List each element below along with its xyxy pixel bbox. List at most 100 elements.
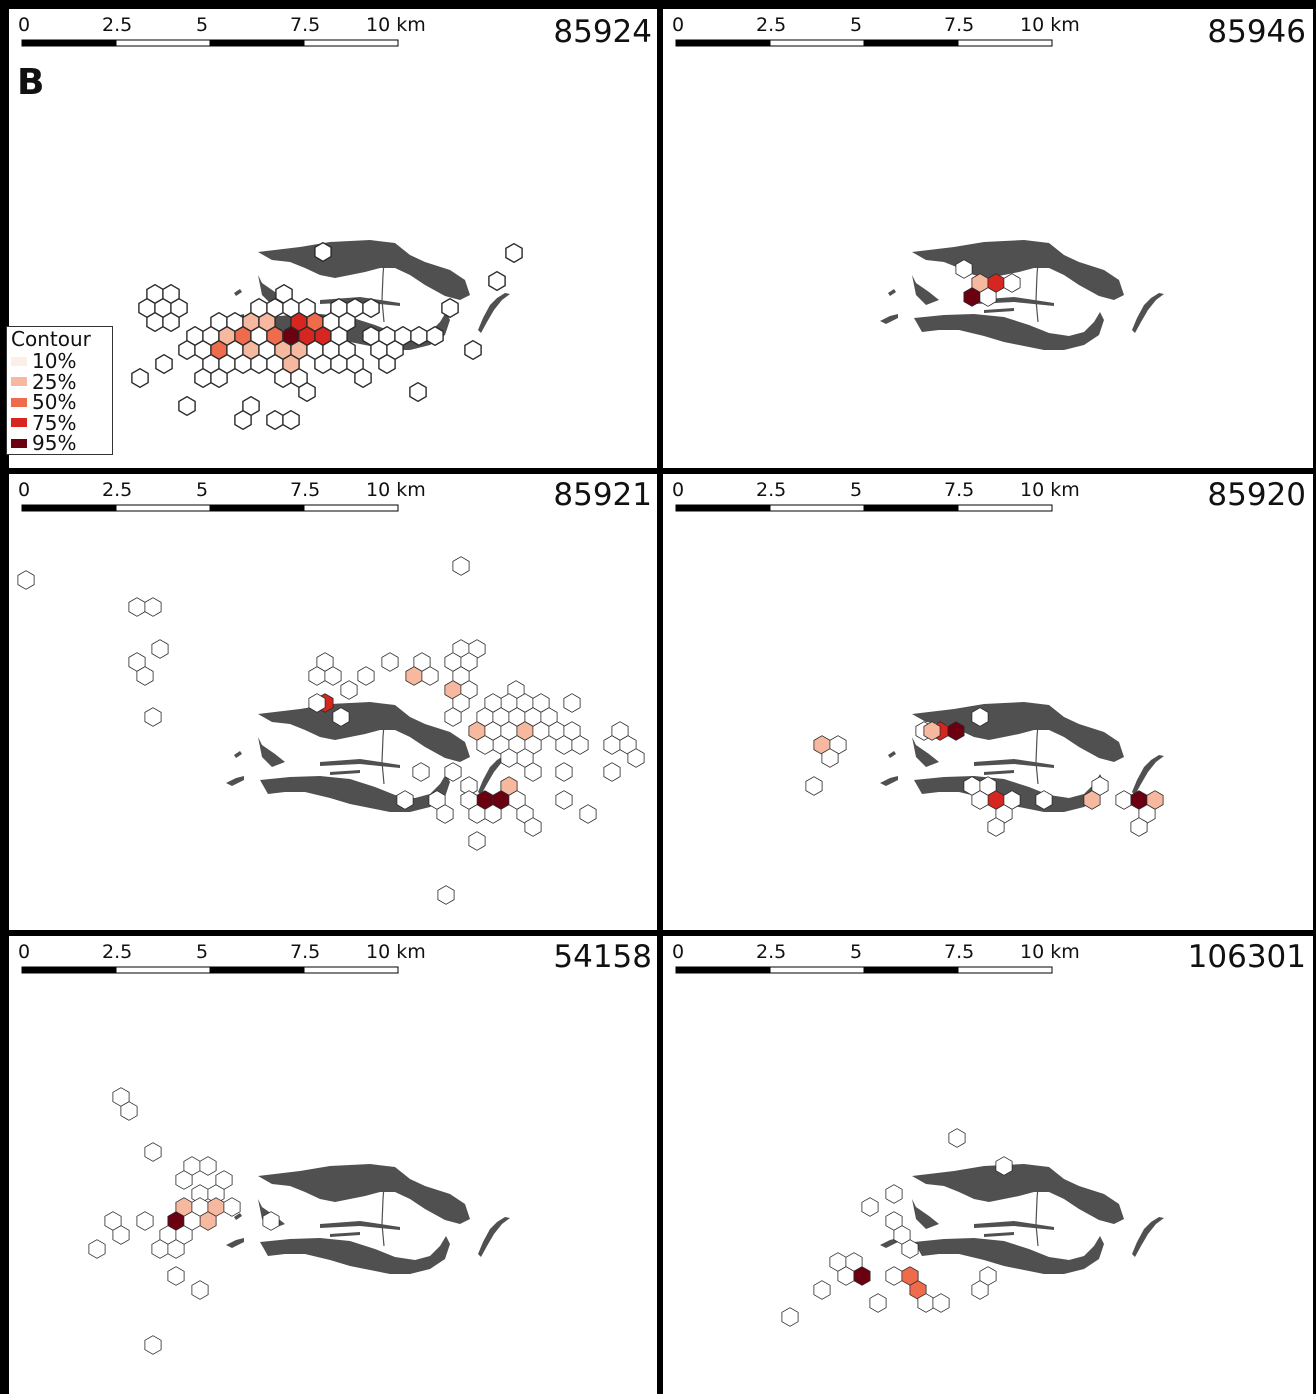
contour-legend: Contour 10% 25% 50% 75% 95% [6,326,113,455]
scale-bar-tick-label: 0 [672,14,685,36]
scale-bar-tick-label: 5 [196,479,209,501]
hex-cell [979,287,997,307]
scale-bar-tick-label: 7.5 [290,941,321,963]
hex-cell [409,381,427,403]
scale-bar-segment [769,966,865,974]
hex-cell [340,680,358,700]
hex-cell [151,1239,169,1259]
road-line [381,249,386,323]
hex-cell [869,1293,887,1313]
hex-cell [234,409,252,431]
legend-title: Contour [11,327,91,351]
hex-cell [357,666,375,686]
scale-bar-segment [303,39,399,47]
land-polygon [330,770,360,775]
legend-swatch-50 [11,397,27,407]
hex-cell [524,817,542,837]
road-line [1035,1173,1040,1247]
land-polygon [984,1232,1014,1237]
hex-cell [162,311,180,333]
hex-cell [120,1101,138,1121]
land-polygon [912,1164,1124,1224]
scale-bar-tick-label: 0 [18,14,31,36]
hex-cell [923,721,941,741]
hex-cell [191,1280,209,1300]
hex-cell [199,1211,217,1231]
hex-cell [805,776,823,796]
legend-item: 25% [11,372,109,393]
land-polygon [258,737,285,767]
hex-cell [223,1197,241,1217]
hex-cell [563,693,581,713]
hex-cell [410,325,428,347]
scale-bar-segment [21,39,117,47]
land-polygon [888,751,896,758]
hex-cell [396,790,414,810]
scale-bar-tick-label: 10 km [366,14,426,36]
hex-cell [234,353,252,375]
hex-cell [437,885,455,905]
land-polygon [258,1164,470,1224]
scale-bar-segment [115,504,211,512]
hex-cell [627,748,645,768]
legend-label: 95% [32,431,77,456]
scale-bar-tick-label: 10 km [1020,14,1080,36]
hex-cell [995,1156,1013,1176]
land-polygon [260,1236,450,1274]
land-polygon [1132,755,1164,795]
scale-bar-segment [209,39,305,47]
land-polygon [888,289,896,296]
legend-item: 10% [11,351,109,372]
hex-cell [144,707,162,727]
hex-cell [426,325,444,347]
hex-cell [955,259,973,279]
scale-bar-tick-label: 0 [18,941,31,963]
hex-cell [298,381,316,403]
scale-bar-tick-label: 5 [850,479,863,501]
scale-bar-tick-label: 10 km [366,479,426,501]
hex-cell [330,353,348,375]
scale-bar-tick-label: 7.5 [290,479,321,501]
hex-cell [1003,273,1021,293]
hex-cell [178,339,196,361]
hex-cell [144,1142,162,1162]
land-polygon [1132,293,1164,333]
map-panel-85920 [663,474,1313,930]
hex-cell [421,666,439,686]
legend-label: 75% [32,410,77,435]
hex-cell [484,804,502,824]
land-polygon [320,1221,400,1230]
road-line [381,1173,386,1247]
hex-cell [468,831,486,851]
hex-cell [381,652,399,672]
hex-cell [885,1266,903,1286]
legend-swatch-95 [11,438,27,448]
scale-bar-segment [769,504,865,512]
scale-bar-tick-label: 7.5 [944,14,975,36]
land-polygon [974,1221,1054,1230]
hex-cell [571,735,589,755]
land-polygon [880,1238,898,1248]
hex-cell [464,339,482,361]
legend-item: 75% [11,413,109,434]
land-polygon [478,755,510,795]
land-polygon [912,737,939,767]
hex-cell [948,1128,966,1148]
legend-swatch-75 [11,418,27,428]
scale-bar-tick-label: 0 [672,479,685,501]
land-polygon [478,293,510,333]
hex-cell [488,270,506,292]
panel-id-85946: 85946 [1207,14,1306,50]
land-polygon [258,702,470,762]
hex-cell [412,762,430,782]
hex-cell [444,762,462,782]
land-polygon [1132,1217,1164,1257]
scale-bar-tick-label: 2.5 [102,479,133,501]
hex-cell [885,1184,903,1204]
island-land [880,240,1164,350]
scale-bar-segment [769,39,865,47]
road-line [1035,711,1040,785]
legend-label: 25% [32,369,77,394]
hex-cell [579,804,597,824]
